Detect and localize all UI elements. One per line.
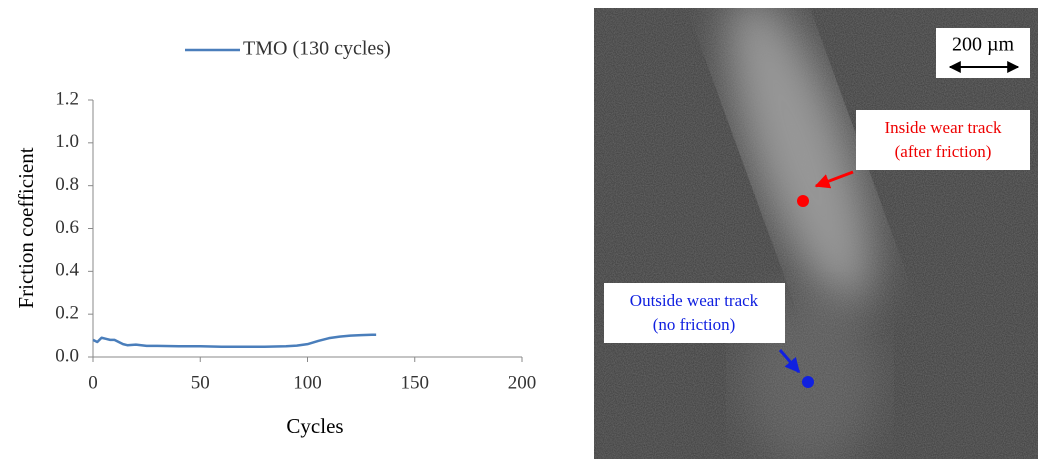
y-tick-label: 0.0 bbox=[55, 345, 79, 366]
x-tick-label: 100 bbox=[293, 372, 322, 393]
chart: Friction coefficient Cycles 0.0 0.2 0.4 0.6… bbox=[14, 38, 536, 438]
inside-arrow bbox=[814, 170, 854, 189]
inside-label-box bbox=[856, 110, 1030, 170]
image-noise bbox=[594, 8, 1038, 459]
x-tick-label: 150 bbox=[401, 372, 430, 393]
y-axis-title: Friction coefficient bbox=[14, 147, 38, 308]
x-tick-label: 200 bbox=[508, 372, 537, 393]
x-axis-title: Cycles bbox=[286, 414, 343, 438]
outside-label: Outside wear track bbox=[630, 291, 759, 310]
y-tick-label: 0.8 bbox=[55, 174, 79, 195]
outside-label: (no friction) bbox=[653, 315, 736, 334]
inside-label: Inside wear track bbox=[884, 118, 1002, 137]
inside-label: (after friction) bbox=[895, 142, 992, 161]
micrograph: 200 µm Inside wear track (after friction… bbox=[594, 8, 1038, 459]
y-tick-label: 0.6 bbox=[55, 217, 79, 238]
legend-label: TMO (130 cycles) bbox=[243, 38, 391, 60]
x-tick-label: 0 bbox=[88, 372, 98, 393]
outside-arrow bbox=[778, 349, 801, 374]
x-tick-label: 50 bbox=[191, 372, 210, 393]
series-line bbox=[92, 333, 377, 348]
y-tick-label: 1.2 bbox=[55, 88, 79, 109]
y-tick-label: 1.0 bbox=[55, 131, 79, 152]
outside-label-box bbox=[604, 283, 785, 343]
outside-point bbox=[802, 376, 814, 388]
y-tick-label: 0.4 bbox=[55, 260, 79, 281]
inside-point bbox=[797, 195, 809, 207]
y-tick-label: 0.2 bbox=[55, 303, 79, 324]
scale-bar-label: 200 µm bbox=[952, 34, 1015, 56]
